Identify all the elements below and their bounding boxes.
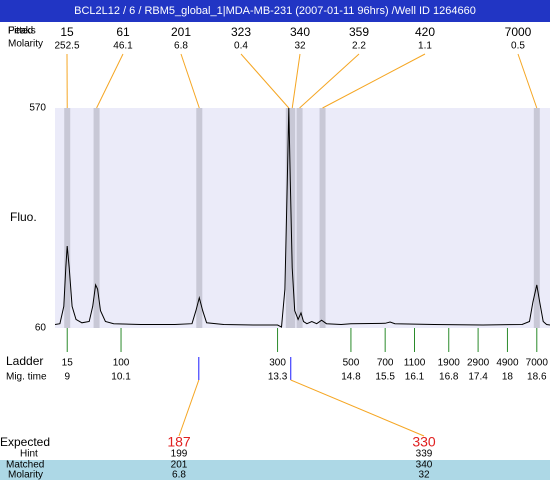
- peak-molarity: 0.4: [234, 41, 248, 52]
- ladder-time: 10.1: [111, 372, 131, 383]
- ladder-size: 700: [377, 358, 394, 369]
- peak-connector: [322, 53, 426, 109]
- ladder-size: 300: [269, 358, 286, 369]
- ladder-time: 18.6: [527, 372, 547, 383]
- peak-band: [533, 108, 540, 328]
- peak-connector: [96, 53, 124, 109]
- peak-band: [289, 108, 296, 328]
- peak-molarity: 2.2: [352, 41, 366, 52]
- ladder-time: 15.5: [375, 372, 395, 383]
- peak-row-label: Fitted: [8, 26, 33, 37]
- matched-value: 201: [171, 460, 188, 471]
- ladder-size: 1900: [438, 358, 461, 369]
- peak-band: [319, 108, 326, 328]
- peak-row-label: Peaks: [8, 26, 36, 37]
- molarity-value: 6.8: [172, 470, 186, 480]
- ladder-time: 18: [502, 372, 514, 383]
- peak-band: [296, 108, 303, 328]
- molarity-row-label: Molarity: [8, 39, 43, 50]
- ladder-time: 13.3: [268, 372, 288, 383]
- y-axis-label: Fluo.: [10, 210, 37, 224]
- peak-connector: [240, 53, 290, 109]
- expected-value: 187: [167, 434, 191, 450]
- peak-band: [64, 108, 71, 328]
- ladder-time: 14.8: [341, 372, 361, 383]
- ladder-size: 15: [62, 358, 74, 369]
- molarity-value: 32: [418, 470, 430, 480]
- peak-band: [93, 108, 100, 328]
- peak-molarity: 1.1: [418, 41, 432, 52]
- peak-size: 7000: [505, 25, 532, 39]
- expected-connector: [178, 379, 200, 437]
- peak-molarity: 252.5: [54, 41, 79, 52]
- trace: [54, 107, 550, 328]
- y-tick-label: 570: [29, 103, 46, 114]
- hint-value: 339: [416, 449, 433, 460]
- peak-band: [196, 108, 203, 328]
- ladder-time: 16.8: [439, 372, 459, 383]
- peak-molarity: 32: [294, 41, 306, 52]
- expected-label: Expected: [0, 435, 50, 449]
- mig-time-label: Mig. time: [6, 372, 47, 383]
- matched-label: Matched: [6, 460, 44, 471]
- peak-size: 201: [171, 25, 191, 39]
- ladder-size: 2900: [467, 358, 490, 369]
- molarity-label: Molarity: [8, 470, 43, 480]
- matched-value: 340: [416, 460, 433, 471]
- peak-molarity: 0.5: [511, 41, 525, 52]
- ladder-time: 16.1: [405, 372, 425, 383]
- peak-connector: [299, 53, 360, 109]
- peak-band: [285, 108, 292, 328]
- hint-label: Hint: [20, 449, 38, 460]
- ladder-size: 500: [343, 358, 360, 369]
- chart-title: BCL2L12 / 6 / RBM5_global_1|MDA-MB-231 (…: [74, 5, 476, 17]
- y-tick-label: 60: [35, 323, 47, 334]
- peak-connector: [180, 53, 200, 109]
- peak-molarity: 6.8: [174, 41, 188, 52]
- peak-size: 340: [290, 25, 310, 39]
- hint-value: 199: [171, 449, 188, 460]
- ladder-time: 17.4: [468, 372, 488, 383]
- title-bar: [0, 0, 550, 22]
- expected-value: 330: [412, 434, 436, 450]
- peak-size: 15: [60, 25, 74, 39]
- peak-size: 420: [415, 25, 435, 39]
- ladder-size: 100: [113, 358, 130, 369]
- peak-connector: [517, 53, 538, 109]
- peak-molarity: 46.1: [113, 41, 133, 52]
- ladder-size: 1100: [404, 358, 426, 369]
- matched-band: [0, 460, 550, 480]
- peak-size: 61: [116, 25, 130, 39]
- ladder-label: Ladder: [6, 354, 43, 368]
- peak-size: 323: [231, 25, 251, 39]
- ladder-size: 7000: [526, 358, 549, 369]
- peak-connector: [291, 53, 301, 109]
- ladder-time: 9: [64, 372, 70, 383]
- peak-size: 359: [349, 25, 369, 39]
- ladder-size: 4900: [496, 358, 519, 369]
- expected-connector: [290, 379, 425, 437]
